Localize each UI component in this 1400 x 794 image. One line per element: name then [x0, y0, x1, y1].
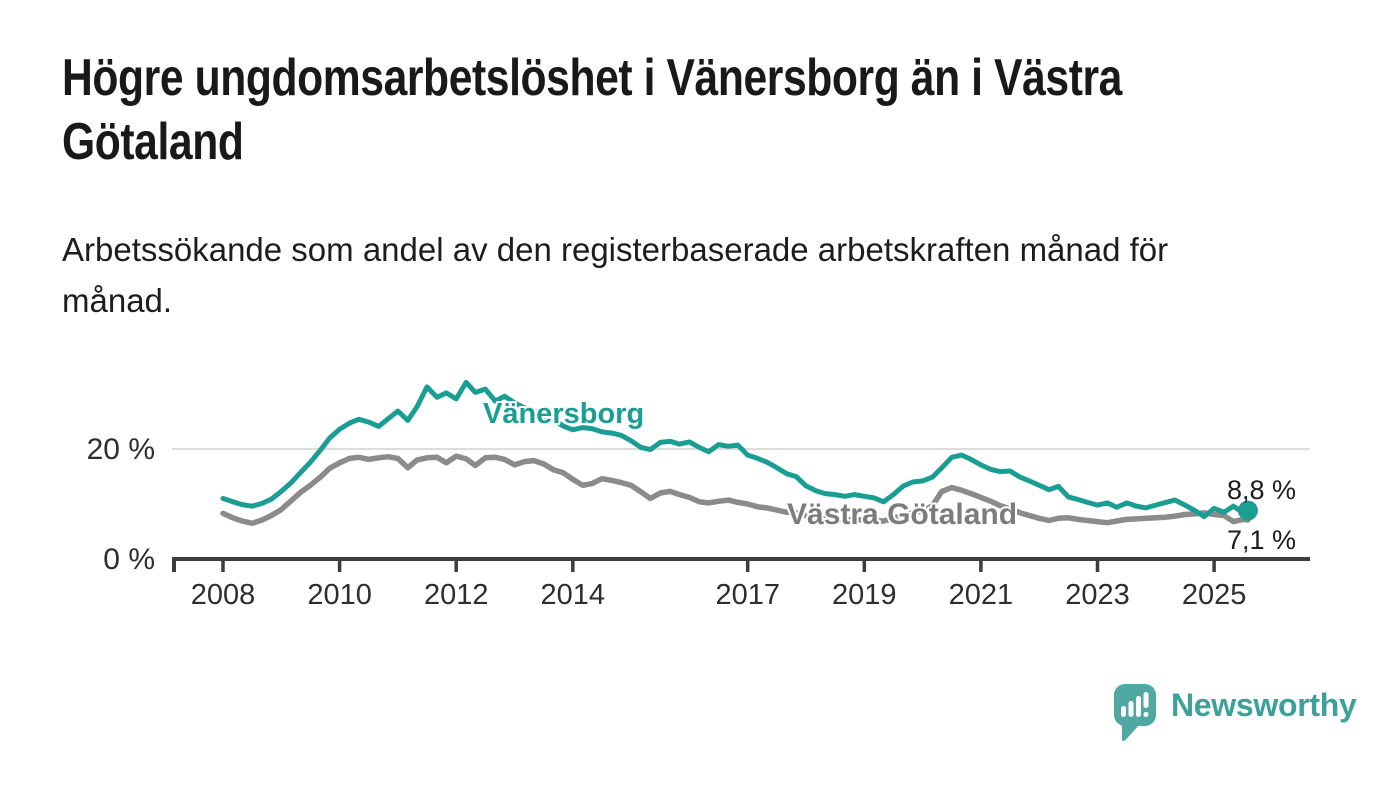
- x-tick-label-2012: 2012: [424, 579, 489, 611]
- series-end-dot-vanersborg: [1237, 500, 1258, 521]
- series-label-vanersborg: Vänersborg: [483, 398, 644, 430]
- end-value-label-vastra-gotaland: 7,1 %: [1227, 525, 1296, 555]
- x-tick-label-2014: 2014: [541, 579, 606, 611]
- end-value-labels: 8,8 % 7,1 %: [1227, 475, 1296, 555]
- series-labels: Vänersborg Västra Götaland: [481, 396, 1019, 533]
- end-value-label-vanersborg: 8,8 %: [1227, 475, 1296, 505]
- newsworthy-logo: Newsworthy: [1112, 684, 1357, 744]
- x-axis: 2008 2010 2012 2014 2017 2019 2021 2023 2025: [172, 557, 1310, 611]
- x-tick-label-2008: 2008: [191, 579, 256, 611]
- x-tick-label-2019: 2019: [832, 579, 897, 611]
- page-subtitle: Arbetssökande som andel av den registerb…: [62, 231, 1169, 320]
- series-lines: [220, 379, 1258, 527]
- x-tick-label-2025: 2025: [1182, 579, 1247, 611]
- y-tick-labels: 0 % 20 %: [87, 433, 155, 576]
- logo-bubble: [1114, 684, 1156, 742]
- y-tick-label-20: 20 %: [87, 433, 155, 466]
- series-label-vastra-gotaland: Västra Götaland: [787, 498, 1017, 531]
- x-tick-label-2010: 2010: [307, 579, 372, 611]
- page-title: Högre ungdomsarbetslöshet i Vänersborg ä…: [62, 49, 1122, 172]
- y-tick-label-0: 0 %: [103, 543, 155, 576]
- x-tick-label-2021: 2021: [949, 579, 1014, 611]
- brand-name: Newsworthy: [1171, 687, 1357, 723]
- series-line-vastra-gotaland: [220, 453, 1251, 527]
- x-tick-label-2017: 2017: [715, 579, 780, 611]
- x-tick-labels: 2008 2010 2012 2014 2017 2019 2021 2023 2025: [191, 579, 1247, 611]
- series-line-vanersborg: [220, 379, 1251, 520]
- logo-bars: [1121, 692, 1149, 717]
- x-ticks: [172, 559, 1216, 572]
- x-tick-label-2023: 2023: [1065, 579, 1130, 611]
- speech-bubble-bar-chart-icon: [1114, 684, 1156, 742]
